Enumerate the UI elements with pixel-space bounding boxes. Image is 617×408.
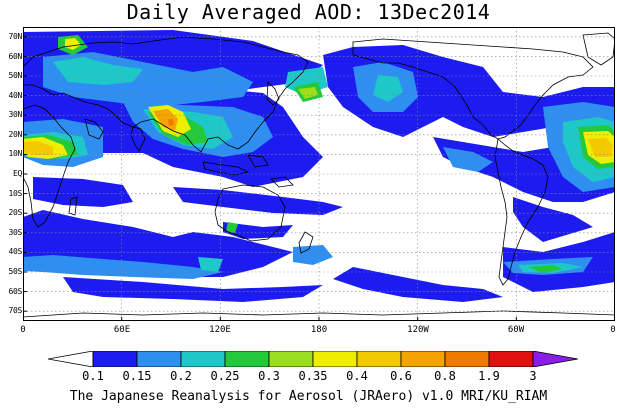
graticule: [23, 27, 615, 321]
lat-label: 30S: [8, 228, 22, 237]
colorbar-segment-low: [48, 351, 94, 367]
lat-label: 70N: [8, 32, 22, 41]
aod-field-high: [23, 38, 615, 164]
lon-label: 60W: [507, 325, 525, 335]
lon-label: 180: [310, 325, 328, 335]
lat-label: 20N: [8, 130, 22, 139]
lat-label: 50N: [8, 71, 22, 80]
map-title: Daily Averaged AOD: 13Dec2014: [126, 0, 491, 24]
lat-label: 60N: [8, 52, 22, 61]
colorbar-segment: [92, 351, 138, 367]
colorbar-tick-label: 0.35: [298, 369, 328, 383]
lat-label: EQ: [12, 169, 22, 178]
aod-map: [23, 27, 615, 321]
colorbar-segment: [268, 351, 314, 367]
colorbar-segment-high: [532, 351, 578, 367]
lon-label: 120E: [209, 325, 231, 335]
lat-label: 50S: [8, 267, 22, 276]
colorbar-tick-label: 0.1: [82, 369, 104, 383]
colorbar-segment: [444, 351, 490, 367]
lon-label: 60E: [113, 325, 131, 335]
colorbar-tick-label: 1.9: [478, 369, 500, 383]
coastlines: [23, 32, 615, 318]
colorbar-tick-label: 0.8: [434, 369, 456, 383]
lat-label: 40N: [8, 91, 22, 100]
lat-label: 10N: [8, 149, 22, 158]
lon-label: 0: [610, 325, 616, 335]
colorbar-tick-label: 0.3: [258, 369, 280, 383]
colorbar-tick-label: 0.4: [346, 369, 368, 383]
lat-label: 70S: [8, 306, 22, 315]
colorbar-segment: [224, 351, 270, 367]
colorbar-tick-label: 0.15: [122, 369, 152, 383]
lat-label: 40S: [8, 247, 22, 256]
lat-label: 20S: [8, 208, 22, 217]
colorbar-segment: [180, 351, 226, 367]
lon-label: 0: [20, 325, 26, 335]
lat-label: 60S: [8, 287, 22, 296]
colorbar-tick-label: 0.6: [390, 369, 412, 383]
colorbar-segment: [312, 351, 358, 367]
colorbar-segment: [488, 351, 534, 367]
colorbar: [48, 351, 578, 367]
aod-map-canvas: [23, 27, 615, 321]
colorbar-segment: [356, 351, 402, 367]
lat-label: 30N: [8, 110, 22, 119]
colorbar-segment: [400, 351, 446, 367]
colorbar-tick-label: 0.2: [170, 369, 192, 383]
footer-credit: The Japanese Reanalysis for Aerosol (JRA…: [69, 389, 548, 404]
colorbar-segment: [136, 351, 182, 367]
lon-label: 120W: [407, 325, 429, 335]
colorbar-tick-label: 0.25: [210, 369, 240, 383]
colorbar-tick-label: 3: [529, 369, 537, 383]
lat-label: 10S: [8, 189, 22, 198]
